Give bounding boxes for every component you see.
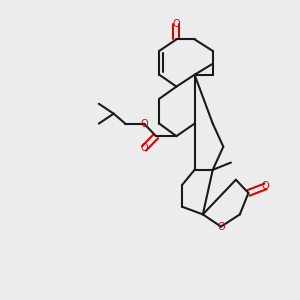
Text: O: O xyxy=(140,118,148,129)
Text: O: O xyxy=(172,19,180,29)
Text: O: O xyxy=(262,181,269,191)
Text: O: O xyxy=(217,222,225,232)
Text: O: O xyxy=(140,143,148,153)
